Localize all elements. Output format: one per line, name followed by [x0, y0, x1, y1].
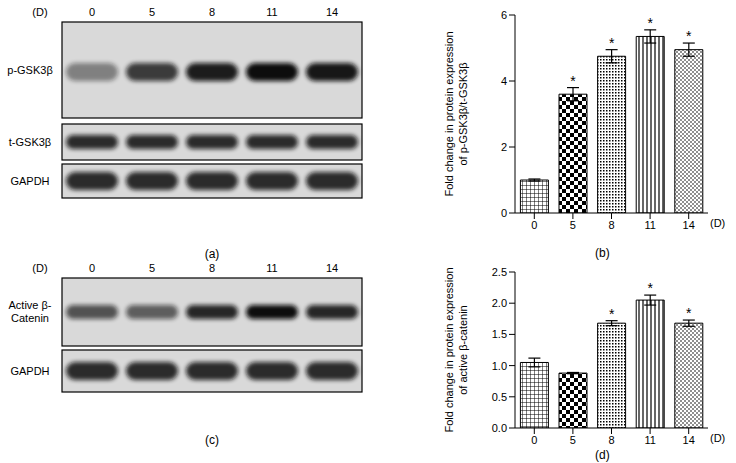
svg-text:11: 11 [644, 219, 655, 231]
svg-text:5: 5 [570, 434, 576, 446]
svg-text:*: * [609, 35, 615, 51]
svg-text:5: 5 [149, 262, 155, 274]
svg-text:0.0: 0.0 [492, 422, 507, 434]
svg-text:8: 8 [608, 219, 614, 231]
svg-text:*: * [686, 305, 692, 321]
svg-text:14: 14 [326, 262, 338, 274]
svg-text:14: 14 [683, 434, 695, 446]
html-text:t-GSK3β: t-GSK3β [8, 135, 52, 148]
svg-text:*: * [570, 73, 576, 89]
svg-text:2: 2 [501, 141, 507, 153]
svg-text:(c): (c) [205, 433, 219, 447]
svg-text:*: * [686, 28, 692, 44]
svg-text:11: 11 [644, 434, 655, 446]
svg-text:14: 14 [683, 219, 695, 231]
svg-text:5: 5 [570, 219, 576, 231]
html-text:Active β-Catenin: Active β-Catenin [8, 299, 52, 324]
html-text:p-GSK3β: p-GSK3β [7, 63, 53, 76]
svg-text:1.5: 1.5 [492, 328, 507, 340]
html-text:(d): (d) [595, 448, 610, 462]
svg-text:4: 4 [501, 75, 507, 87]
svg-text:*: * [647, 15, 653, 31]
svg-text:14: 14 [326, 6, 338, 18]
svg-text:5: 5 [149, 6, 155, 18]
svg-text:0: 0 [501, 207, 507, 219]
svg-text:8: 8 [209, 6, 215, 18]
html-text:(D): (D) [710, 432, 726, 444]
svg-text:(D): (D) [32, 262, 47, 274]
svg-text:0: 0 [89, 6, 95, 18]
svg-text:0.5: 0.5 [492, 391, 507, 403]
svg-text:1.0: 1.0 [492, 360, 507, 372]
html-text:Fold change in protein express: Fold change in protein expression of p-G… [443, 31, 469, 197]
svg-text:11: 11 [266, 6, 277, 18]
svg-text:6: 6 [501, 9, 507, 21]
svg-text:(D): (D) [32, 6, 47, 18]
svg-text:2.5: 2.5 [492, 266, 507, 278]
svg-text:8: 8 [608, 434, 614, 446]
svg-text:*: * [609, 306, 615, 322]
html-text:(b): (b) [595, 246, 610, 260]
svg-text:8: 8 [209, 262, 215, 274]
svg-text:*: * [647, 280, 653, 296]
svg-text:11: 11 [266, 262, 277, 274]
svg-text:0: 0 [531, 219, 537, 231]
html-text:GAPDH: GAPDH [10, 364, 50, 377]
html-text:GAPDH: GAPDH [10, 174, 50, 187]
svg-text:0: 0 [531, 434, 537, 446]
svg-text:(a): (a) [205, 247, 220, 261]
html-text:(D): (D) [710, 217, 726, 229]
svg-text:2.0: 2.0 [492, 297, 507, 309]
html-text:Fold change in protein express: Fold change in protein expression of act… [443, 267, 469, 433]
svg-text:0: 0 [89, 262, 95, 274]
